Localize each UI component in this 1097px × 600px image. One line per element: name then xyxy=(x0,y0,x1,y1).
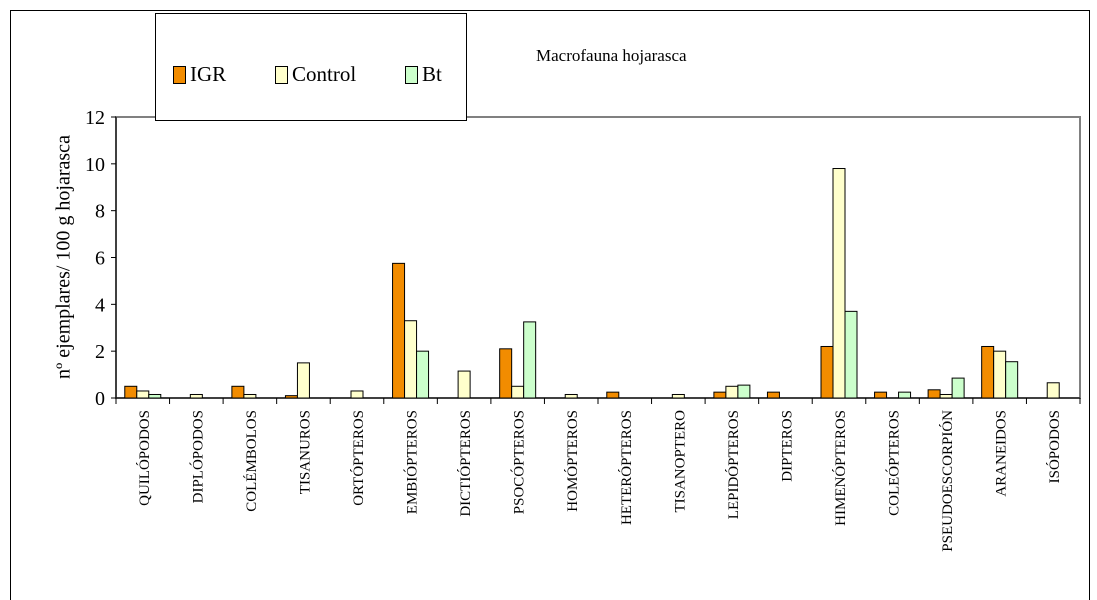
chart-legend: IGR Control Bt xyxy=(155,13,467,121)
x-category-label: HOMÓPTEROS xyxy=(564,410,581,512)
bar-control xyxy=(564,393,578,399)
bar-bt xyxy=(148,393,162,399)
y-axis-label: nº ejemplares/ 100 g hojarasca xyxy=(52,135,75,379)
y-tick-label: 0 xyxy=(95,388,105,410)
bar-igr xyxy=(284,395,298,399)
x-category-label: HIMENÓPTEROS xyxy=(832,410,849,526)
legend-item-igr: IGR xyxy=(173,62,226,87)
bar-bt xyxy=(416,350,430,399)
chart-bars xyxy=(124,168,1060,399)
plot-area-border xyxy=(115,116,1081,399)
y-tick-label: 6 xyxy=(95,248,105,270)
chart-title: Macrofauna hojarasca xyxy=(536,46,687,65)
x-category-label: ISÓPODOS xyxy=(1046,410,1063,483)
chart-axes xyxy=(111,116,1081,404)
bar-igr xyxy=(766,391,780,399)
legend-item-control: Control xyxy=(275,62,356,87)
bar-bt xyxy=(844,310,858,399)
bar-igr xyxy=(392,262,406,399)
bar-igr xyxy=(981,345,995,399)
y-tick-label: 2 xyxy=(95,341,105,363)
x-category-label: TISANOPTERO xyxy=(672,410,688,513)
bar-igr xyxy=(231,385,245,399)
bar-control xyxy=(243,393,257,399)
bar-igr xyxy=(499,348,513,399)
bar-igr xyxy=(874,391,888,399)
bar-control xyxy=(725,385,739,399)
chart-tick-labels: 0 2 4 6 8 10 12 xyxy=(85,107,105,410)
x-category-label: ARANEIDOS xyxy=(994,410,1010,497)
bar-control xyxy=(832,168,846,399)
bar-control xyxy=(511,385,525,399)
legend-swatch-bt xyxy=(405,65,418,84)
legend-label-control: Control xyxy=(292,62,357,86)
legend-label-bt: Bt xyxy=(422,62,442,86)
legend-swatch-igr xyxy=(173,65,186,84)
x-category-label: DIPLÓPODOS xyxy=(189,410,206,503)
y-tick-label: 4 xyxy=(95,294,105,316)
bar-control xyxy=(189,393,203,399)
chart-category-labels: QUILÓPODOS DIPLÓPODOS COLÉMBOLOS TISANUROS O… xyxy=(136,410,1063,552)
bar-bt xyxy=(737,384,751,399)
bar-control xyxy=(136,390,150,399)
bar-bt xyxy=(523,321,537,399)
bar-control xyxy=(296,362,310,399)
bar-bt xyxy=(1005,361,1019,399)
x-category-label: QUILÓPODOS xyxy=(136,410,153,506)
x-category-label: PSOCÓPTEROS xyxy=(511,410,528,514)
bar-igr xyxy=(820,345,834,399)
x-category-label: ORTÓPTEROS xyxy=(350,410,367,506)
legend-label-igr: IGR xyxy=(190,62,227,86)
x-category-label: PSEUDOESCORPIÓN xyxy=(939,410,956,552)
legend-item-bt: Bt xyxy=(405,62,442,87)
bar-igr xyxy=(606,391,620,399)
bar-control xyxy=(404,320,418,399)
x-category-label: COLÉMBOLOS xyxy=(243,410,260,512)
legend-swatch-control xyxy=(275,65,288,84)
x-category-label: TISANUROS xyxy=(297,410,313,494)
bar-control xyxy=(993,350,1007,399)
x-category-label: LEPIDÓPTEROS xyxy=(725,410,742,519)
bar-igr xyxy=(713,391,727,399)
bar-igr xyxy=(927,389,941,399)
bar-bt xyxy=(951,377,965,399)
x-category-label: DIPTEROS xyxy=(779,410,795,482)
bar-igr xyxy=(124,385,138,399)
y-tick-label: 8 xyxy=(95,201,105,223)
bar-control xyxy=(671,393,685,399)
bar-bt xyxy=(898,391,912,399)
bar-control xyxy=(939,393,953,399)
x-category-label: COLEÓPTEROS xyxy=(886,410,903,516)
y-tick-label: 10 xyxy=(85,154,105,176)
x-category-label: EMBIÓPTEROS xyxy=(404,410,421,514)
bar-control xyxy=(1046,382,1060,399)
y-tick-label: 12 xyxy=(85,107,105,129)
x-category-label: HETERÓPTEROS xyxy=(618,410,635,525)
bar-control xyxy=(457,370,471,399)
bar-control xyxy=(350,390,364,399)
x-category-label: DICTIÓPTEROS xyxy=(457,410,474,517)
